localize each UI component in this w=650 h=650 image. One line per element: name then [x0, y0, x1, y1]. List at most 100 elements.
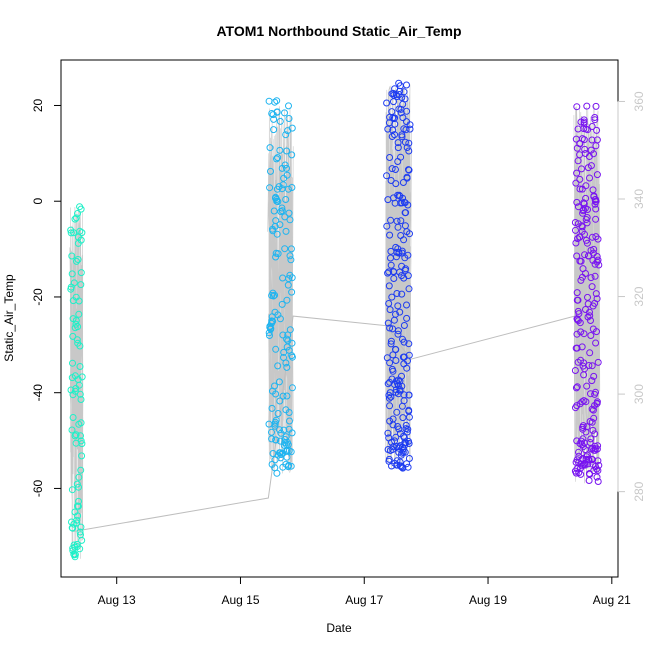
flight1-point [78, 229, 86, 237]
flight4-point [584, 293, 591, 301]
flight4-point [579, 422, 587, 430]
flight3-point [384, 269, 392, 277]
flight3-point [386, 154, 394, 161]
flight1-point [78, 373, 86, 381]
flight1-point [72, 385, 80, 392]
flight3-point [394, 144, 402, 152]
flight2-point [265, 97, 273, 105]
flight4-point [590, 372, 598, 380]
trace-lines-layer [69, 83, 601, 559]
flight2-point [285, 115, 293, 122]
flight4-point [586, 308, 593, 316]
flight2-point [284, 281, 292, 289]
flight4-point [586, 349, 594, 357]
flight4-point [586, 174, 593, 182]
flight2-point [277, 454, 285, 462]
flight4-point [579, 265, 587, 273]
flight3-point [405, 147, 413, 155]
flight4-point [592, 233, 600, 241]
flight3-point [392, 377, 400, 385]
flight3-point [393, 408, 401, 416]
flight2-point [276, 221, 284, 229]
flight3-point [388, 462, 395, 470]
flight4-point [573, 198, 581, 206]
flight3-point [398, 272, 405, 280]
flight1-point [68, 270, 76, 278]
flight3-point [390, 316, 398, 324]
flight2-point [266, 144, 274, 152]
flight2-point [271, 382, 278, 390]
flight4-point [582, 216, 590, 223]
flight2-point [277, 208, 285, 216]
flight4-point [589, 406, 597, 414]
flight2-point [286, 271, 294, 279]
flight3-point [392, 346, 400, 354]
flight2-point [280, 354, 287, 361]
flight2-point [279, 181, 287, 189]
flight3-point [405, 166, 412, 174]
flight4-point [591, 114, 599, 121]
flight4-point [594, 358, 602, 366]
flight4-point [576, 185, 584, 193]
flight1-point [77, 531, 84, 539]
y-tick-label: 0 [31, 198, 45, 205]
flight3-point [396, 82, 404, 90]
flight3-point [387, 177, 395, 184]
flight4-point [577, 328, 585, 336]
flight1-point [71, 215, 79, 223]
flight4-point [591, 463, 599, 470]
flight4-point [585, 477, 593, 484]
flight1-point [73, 480, 81, 488]
flight4-point [574, 358, 582, 366]
flight1-point [74, 256, 82, 263]
flight4-point [576, 233, 584, 241]
flight3-point [383, 172, 391, 180]
flight3-point [405, 437, 412, 445]
flight3-point [401, 138, 409, 146]
y2-tick-label: 360 [632, 91, 646, 111]
flight4-point [593, 171, 601, 179]
plot-box [60, 59, 619, 578]
flight3-point [384, 319, 392, 327]
flight2-trace [267, 106, 294, 474]
flight4-point [575, 469, 583, 477]
flight2-point [279, 463, 287, 471]
flight2-point [278, 164, 286, 172]
flight2-point [282, 131, 290, 139]
flight4-point [581, 365, 589, 373]
flight1-point [74, 210, 81, 217]
flight4-point [578, 273, 586, 281]
flight2-point [288, 384, 296, 392]
flight2-point [282, 196, 290, 203]
x-tick-label: Aug 17 [345, 593, 383, 607]
flight3-point [389, 325, 397, 333]
flight4-point [589, 444, 597, 452]
flight2-point [269, 227, 277, 235]
flight2-point [281, 109, 288, 117]
flight1-point [69, 332, 77, 340]
flight4-point [574, 157, 582, 165]
flight2-point [283, 296, 291, 304]
y-tick-label: -20 [31, 288, 45, 306]
flight2-point [278, 300, 286, 308]
flight1-point [77, 437, 85, 445]
flight1-point [73, 519, 81, 527]
flight3-point [384, 125, 392, 133]
flight4-point [588, 405, 596, 413]
flight4-point [572, 404, 579, 412]
flight4-point [592, 388, 599, 396]
flight4-point [589, 325, 597, 333]
flight3-point [401, 222, 409, 230]
flight2-point [276, 449, 284, 457]
flight3-point [403, 460, 411, 468]
flight3-point [405, 139, 413, 147]
flight3-point [399, 100, 407, 108]
flight3-point [387, 337, 395, 345]
flight1-point [74, 502, 82, 510]
flight4-point [573, 330, 581, 338]
y2-tick-label: 280 [632, 481, 646, 501]
flight3-point [394, 158, 402, 165]
flight1-point [77, 205, 85, 213]
